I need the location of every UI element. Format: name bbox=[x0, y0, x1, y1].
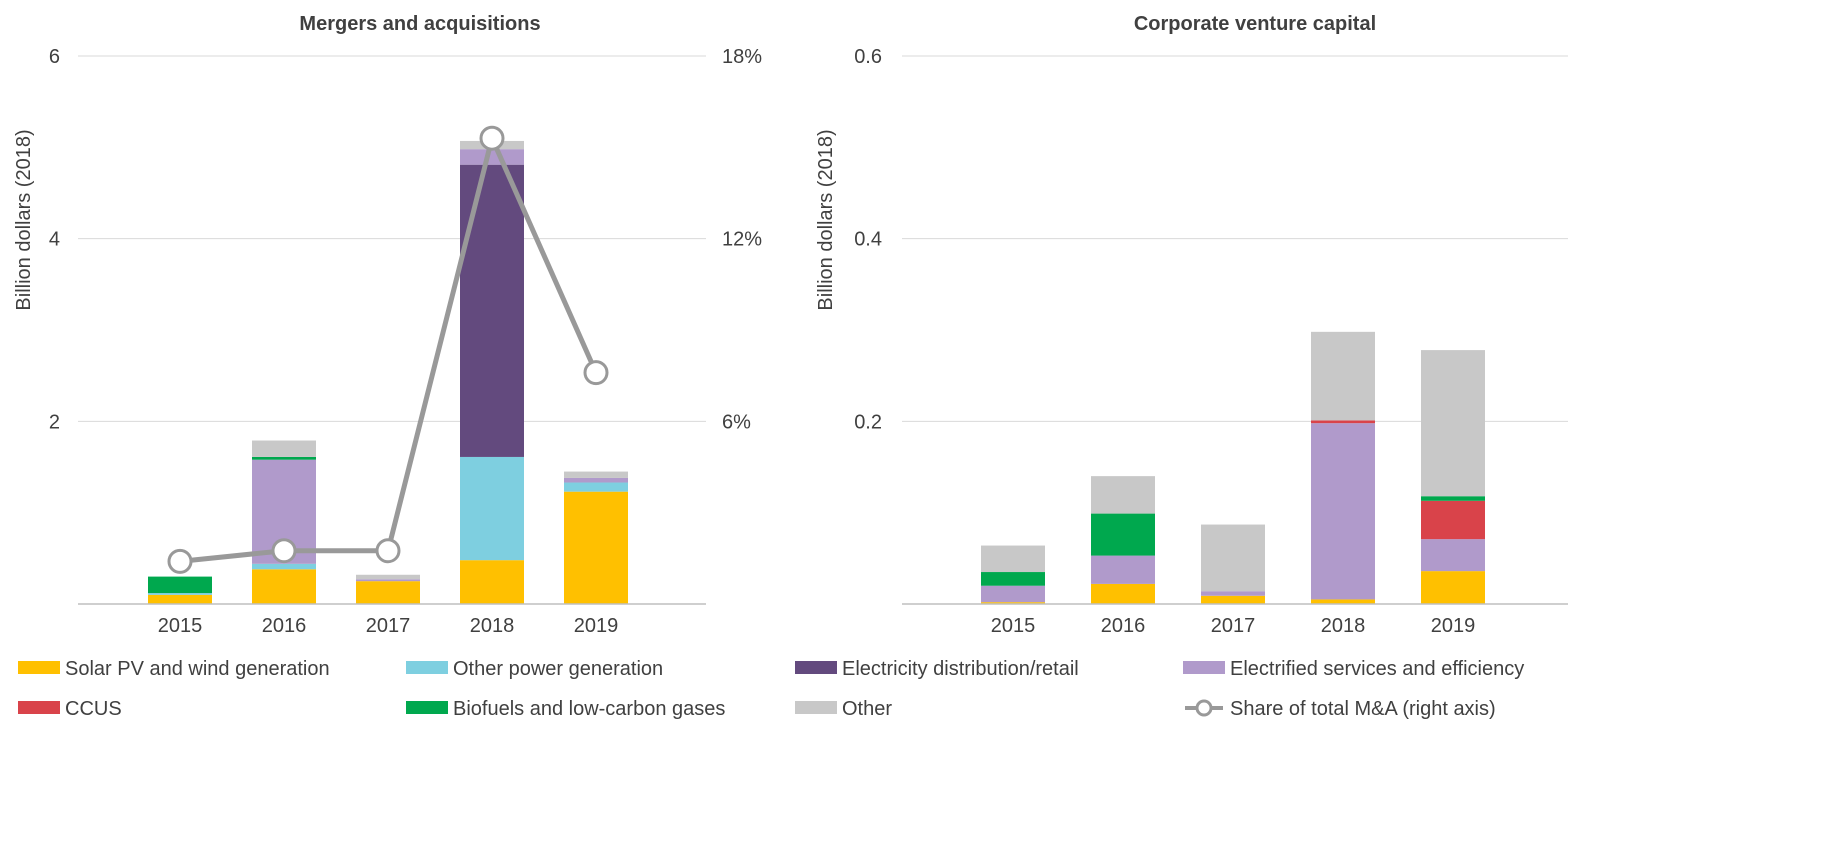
ma-xtick-label: 2015 bbox=[158, 615, 203, 637]
ma-share-marker bbox=[167, 548, 193, 574]
cvc-title: Corporate venture capital bbox=[1134, 13, 1376, 35]
legend-item-solar_wind: Solar PV and wind generation bbox=[18, 658, 330, 680]
cvc-bar-elec_services bbox=[981, 585, 1045, 603]
cvc-xtick-label: 2015 bbox=[991, 615, 1036, 637]
legend-label-biofuels: Biofuels and low-carbon gases bbox=[453, 698, 725, 720]
legend-label-other_power: Other power generation bbox=[453, 658, 663, 680]
cvc-ylabel: Billion dollars (2018) bbox=[815, 129, 837, 310]
legend-swatch-other_power bbox=[406, 661, 448, 674]
cvc-bar-other bbox=[1201, 524, 1265, 592]
ma-chart: Mergers and acquisitions 2 4 6 6% 12% 18% Billi… bbox=[13, 13, 762, 637]
legend-swatch-biofuels bbox=[406, 701, 448, 714]
cvc-xtick-label: 2017 bbox=[1211, 615, 1256, 637]
ma-ylabel: Billion dollars (2018) bbox=[13, 129, 35, 310]
ma-bar-solar_wind bbox=[460, 560, 524, 604]
ma-bar-elec_services bbox=[356, 579, 420, 582]
ma-bar-solar_wind bbox=[148, 594, 212, 604]
legend-item-elec_dist: Electricity distribution/retail bbox=[795, 658, 1079, 680]
ma-y2tick-label: 12% bbox=[722, 229, 762, 251]
ma-xtick-label: 2019 bbox=[574, 615, 619, 637]
legend-item-biofuels: Biofuels and low-carbon gases bbox=[406, 698, 725, 720]
ma-xtick-label: 2018 bbox=[470, 615, 515, 637]
cvc-bar-solar_wind bbox=[1201, 595, 1265, 604]
ma-y2tick-label: 18% bbox=[722, 46, 762, 68]
legend-label-elec_dist: Electricity distribution/retail bbox=[842, 658, 1079, 680]
cvc-bar-biofuels bbox=[981, 572, 1045, 586]
ma-bar-other_power bbox=[252, 563, 316, 570]
ma-y2tick-label: 6% bbox=[722, 411, 751, 433]
cvc-ytick-label: 0.4 bbox=[854, 229, 882, 251]
cvc-bar-solar_wind bbox=[1311, 599, 1375, 604]
cvc-xtick-label: 2016 bbox=[1101, 615, 1146, 637]
legend-swatch-elec_services bbox=[1183, 661, 1225, 674]
ma-bar-solar_wind bbox=[564, 491, 628, 604]
ma-share-marker bbox=[479, 125, 505, 151]
cvc-bar-elec_services bbox=[1421, 539, 1485, 572]
cvc-bar-elec_services bbox=[1311, 423, 1375, 600]
ma-bar-elec_dist bbox=[460, 164, 524, 457]
ma-bar-biofuels bbox=[148, 576, 212, 594]
cvc-ytick-label: 0.2 bbox=[854, 411, 882, 433]
cvc-bar-other bbox=[1091, 476, 1155, 514]
cvc-bar-other bbox=[981, 545, 1045, 573]
legend-label-solar_wind: Solar PV and wind generation bbox=[65, 658, 330, 680]
ma-share-marker bbox=[375, 538, 401, 564]
ma-bar-solar_wind bbox=[356, 581, 420, 604]
legend-item-elec_services: Electrified services and efficiency bbox=[1183, 658, 1524, 680]
cvc-bar-elec_services bbox=[1201, 591, 1265, 596]
cvc-bar-biofuels bbox=[1421, 496, 1485, 501]
cvc-bar-solar_wind bbox=[1091, 583, 1155, 604]
cvc-bar-elec_services bbox=[1091, 555, 1155, 584]
ma-ytick-label: 6 bbox=[49, 46, 60, 68]
ma-bar-other_power bbox=[460, 456, 524, 561]
legend-marker-swatch bbox=[1195, 699, 1213, 717]
legend-swatch-other bbox=[795, 701, 837, 714]
cvc-bar-solar_wind bbox=[981, 602, 1045, 604]
ma-bar-elec_services bbox=[564, 477, 628, 483]
legend-item-other_power: Other power generation bbox=[406, 658, 663, 680]
legend-label-elec_services: Electrified services and efficiency bbox=[1230, 658, 1524, 680]
cvc-xtick-label: 2018 bbox=[1321, 615, 1366, 637]
legend-swatch-elec_dist bbox=[795, 661, 837, 674]
ma-share-marker bbox=[271, 538, 297, 564]
cvc-chart: Corporate venture capital 0.2 0.4 0.6 Billio… bbox=[815, 13, 1568, 637]
cvc-bar-other bbox=[1421, 350, 1485, 497]
legend-swatch-ccus bbox=[18, 701, 60, 714]
legend-label-share_line: Share of total M&A (right axis) bbox=[1230, 698, 1496, 720]
ma-share-marker bbox=[583, 360, 609, 386]
legend-label-other: Other bbox=[842, 698, 892, 720]
cvc-bar-other bbox=[1311, 331, 1375, 421]
cvc-bar-solar_wind bbox=[1421, 571, 1485, 604]
ma-bar-other bbox=[252, 440, 316, 457]
ma-bar-other bbox=[564, 471, 628, 478]
ma-bar-other_power bbox=[148, 593, 212, 595]
ma-bar-other bbox=[356, 574, 420, 580]
cvc-bar-biofuels bbox=[1091, 513, 1155, 556]
ma-ytick-label: 2 bbox=[49, 411, 60, 433]
ma-ytick-label: 4 bbox=[49, 229, 60, 251]
cvc-bar-ccus bbox=[1311, 420, 1375, 424]
ma-bar-elec_services bbox=[460, 149, 524, 165]
legend-item-share_line: Share of total M&A (right axis) bbox=[1185, 698, 1496, 720]
legend-swatch-solar_wind bbox=[18, 661, 60, 674]
ma-share-line bbox=[179, 135, 599, 564]
cvc-xtick-label: 2019 bbox=[1431, 615, 1476, 637]
cvc-bar-ccus bbox=[1421, 500, 1485, 540]
legend-item-other: Other bbox=[795, 698, 892, 720]
legend-item-ccus: CCUS bbox=[18, 698, 122, 720]
ma-xtick-label: 2016 bbox=[262, 615, 307, 637]
ma-title: Mergers and acquisitions bbox=[299, 13, 540, 35]
legend-label-ccus: CCUS bbox=[65, 698, 122, 720]
legend: Solar PV and wind generation Other power … bbox=[18, 658, 1524, 720]
ma-bar-solar_wind bbox=[252, 569, 316, 604]
ma-bar-other_power bbox=[564, 482, 628, 492]
cvc-ytick-label: 0.6 bbox=[854, 46, 882, 68]
ma-bar-biofuels bbox=[252, 456, 316, 460]
ma-xtick-label: 2017 bbox=[366, 615, 411, 637]
